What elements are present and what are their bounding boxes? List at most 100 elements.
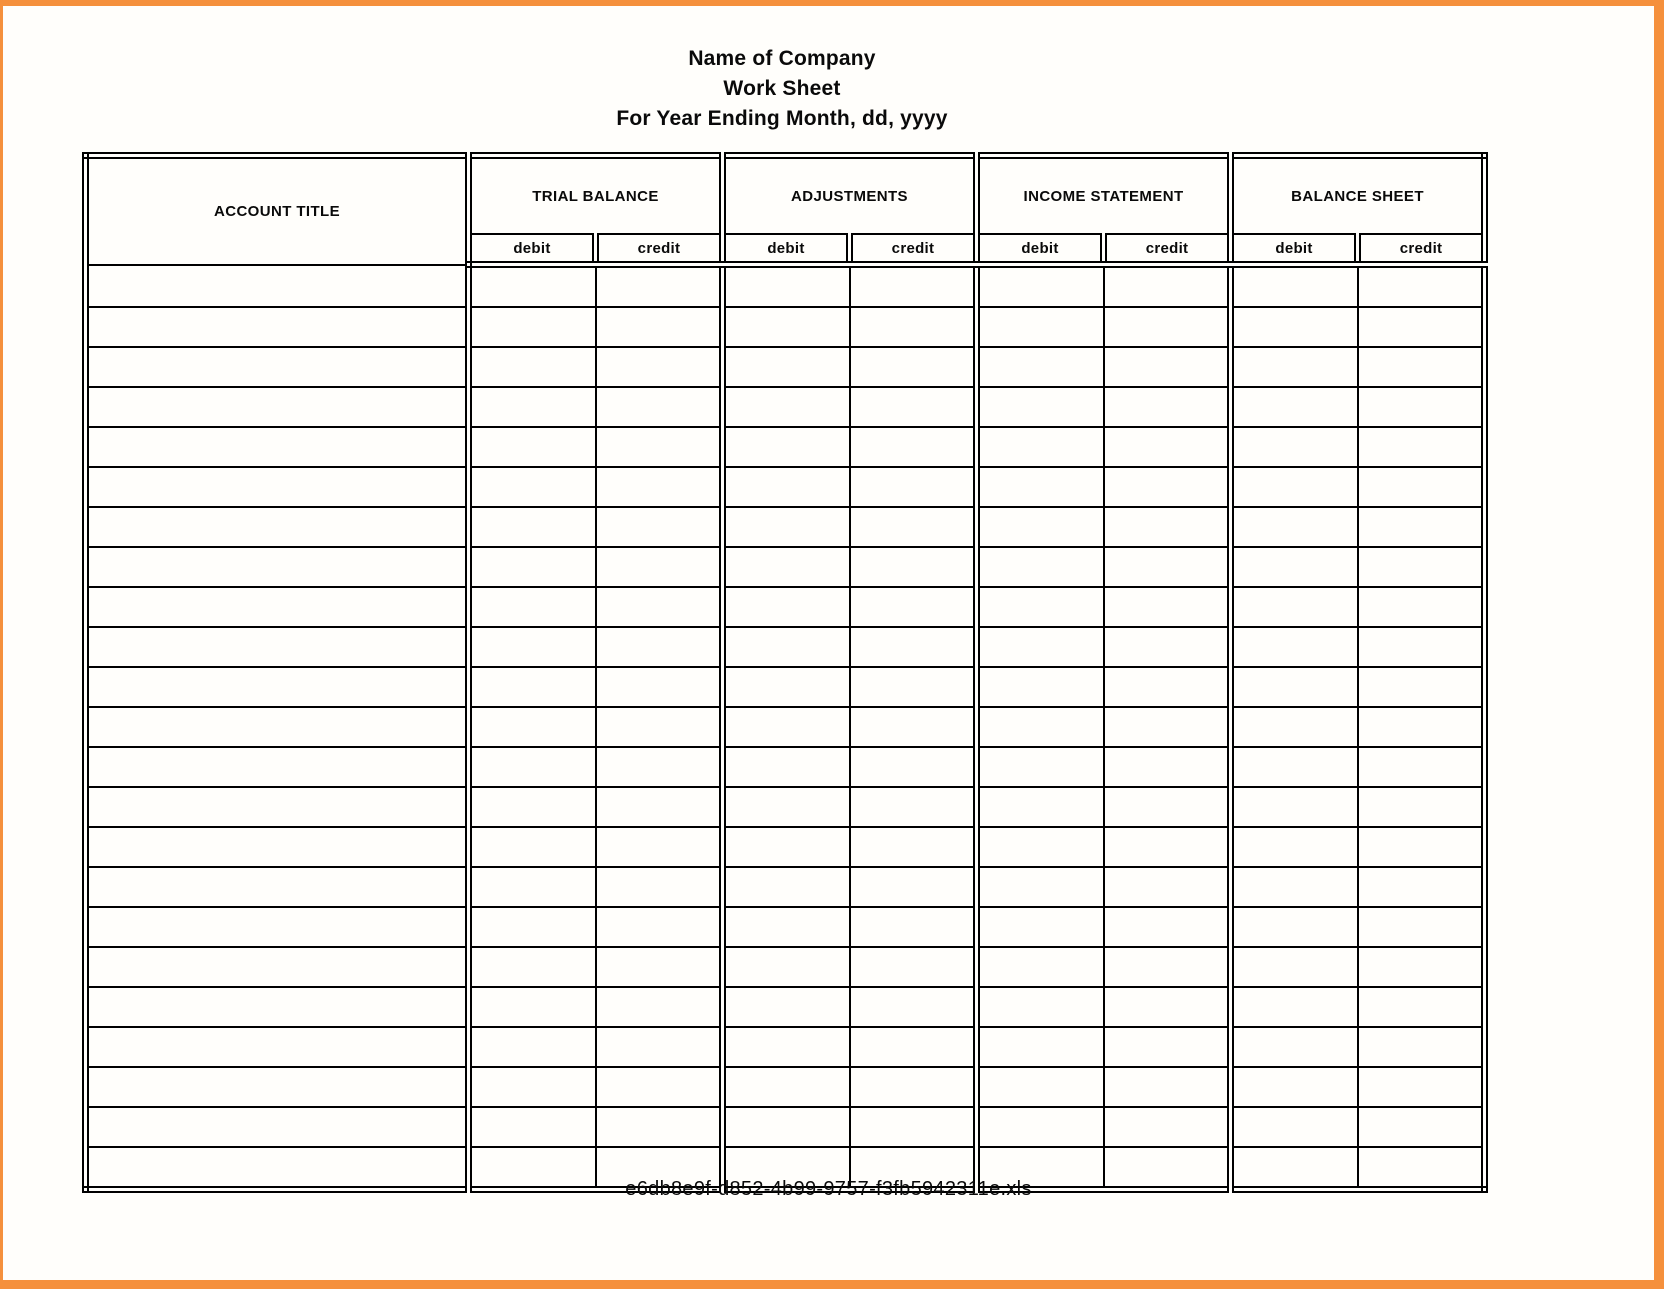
adjustments-debit-cell xyxy=(719,386,851,428)
income-statement-debit-cell xyxy=(973,586,1105,628)
table-row xyxy=(84,1106,1486,1148)
table-row xyxy=(84,986,1486,1028)
income-statement-credit-cell xyxy=(1102,263,1232,308)
adjustments-debit-cell xyxy=(719,1146,851,1191)
balance-sheet-debit-cell xyxy=(1227,306,1359,348)
trial-balance-debit-cell xyxy=(465,306,597,348)
trial-balance-debit-cell xyxy=(465,426,597,468)
adjustments-credit-cell xyxy=(848,746,978,788)
table-row xyxy=(84,786,1486,828)
income-statement-credit-cell xyxy=(1102,986,1232,1028)
income-statement-credit-cell xyxy=(1102,866,1232,908)
income-statement-credit-cell xyxy=(1102,946,1232,988)
balance-sheet-debit-cell xyxy=(1227,426,1359,468)
trial-balance-credit-cell xyxy=(594,386,724,428)
trial-balance-credit-cell xyxy=(594,626,724,668)
table-row xyxy=(84,506,1486,548)
income-statement-debit-cell xyxy=(973,506,1105,548)
section-header-trial-balance: TRIAL BALANCE xyxy=(465,154,724,235)
balance-sheet-debit-cell xyxy=(1227,906,1359,948)
trial-balance-debit-cell xyxy=(465,946,597,988)
balance-sheet-debit-cell xyxy=(1227,1146,1359,1191)
table-row xyxy=(84,386,1486,428)
title-block: Name of Company Work Sheet For Year Endi… xyxy=(82,44,1482,134)
adjustments-debit-cell xyxy=(719,263,851,308)
adjustments-debit-cell xyxy=(719,746,851,788)
trial-balance-debit-cell xyxy=(465,346,597,388)
balance-sheet-credit-cell xyxy=(1356,986,1486,1028)
adjustments-credit-cell xyxy=(848,466,978,508)
trial-balance-debit-cell xyxy=(465,386,597,428)
adjustments-credit-cell xyxy=(848,263,978,308)
balance-sheet-credit-cell xyxy=(1356,1066,1486,1108)
account-title-cell xyxy=(84,546,470,588)
balance-sheet-debit-cell xyxy=(1227,1066,1359,1108)
adjustments-credit-cell xyxy=(848,586,978,628)
subheader-adjustments-credit: credit xyxy=(845,233,978,268)
trial-balance-credit-cell xyxy=(594,346,724,388)
adjustments-credit-cell xyxy=(848,346,978,388)
income-statement-debit-cell xyxy=(973,306,1105,348)
income-statement-debit-cell xyxy=(973,1066,1105,1108)
trial-balance-debit-cell xyxy=(465,906,597,948)
account-title-cell xyxy=(84,1026,470,1068)
balance-sheet-credit-cell xyxy=(1356,626,1486,668)
balance-sheet-debit-cell xyxy=(1227,546,1359,588)
adjustments-credit-cell xyxy=(848,786,978,828)
account-title-cell xyxy=(84,1106,470,1148)
balance-sheet-debit-cell xyxy=(1227,666,1359,708)
trial-balance-credit-cell xyxy=(594,706,724,748)
account-title-cell xyxy=(84,786,470,828)
account-title-cell xyxy=(84,826,470,868)
trial-balance-credit-cell xyxy=(594,1146,724,1191)
income-statement-credit-cell xyxy=(1102,1146,1232,1191)
table-row xyxy=(84,906,1486,948)
income-statement-debit-cell xyxy=(973,826,1105,868)
adjustments-credit-cell xyxy=(848,1106,978,1148)
adjustments-debit-cell xyxy=(719,1066,851,1108)
balance-sheet-debit-cell xyxy=(1227,706,1359,748)
balance-sheet-credit-cell xyxy=(1356,426,1486,468)
account-title-cell xyxy=(84,466,470,508)
trial-balance-credit-cell xyxy=(594,546,724,588)
income-statement-debit-cell xyxy=(973,426,1105,468)
adjustments-debit-cell xyxy=(719,1106,851,1148)
balance-sheet-debit-cell xyxy=(1227,826,1359,868)
trial-balance-credit-cell xyxy=(594,826,724,868)
adjustments-debit-cell xyxy=(719,666,851,708)
table-row xyxy=(84,586,1486,628)
trial-balance-debit-cell xyxy=(465,866,597,908)
income-statement-debit-cell xyxy=(973,786,1105,828)
account-title-cell xyxy=(84,263,470,308)
income-statement-credit-cell xyxy=(1102,1026,1232,1068)
table-row xyxy=(84,546,1486,588)
balance-sheet-credit-cell xyxy=(1356,263,1486,308)
trial-balance-credit-cell xyxy=(594,586,724,628)
table-row xyxy=(84,1066,1486,1108)
subheader-balance-sheet-credit: credit xyxy=(1354,233,1486,268)
section-header-balance-sheet: BALANCE SHEET xyxy=(1227,154,1486,235)
subheader-trial-balance-debit: debit xyxy=(465,233,597,268)
worksheet-body xyxy=(84,263,1486,1191)
adjustments-debit-cell xyxy=(719,906,851,948)
trial-balance-credit-cell xyxy=(594,866,724,908)
income-statement-credit-cell xyxy=(1102,746,1232,788)
income-statement-credit-cell xyxy=(1102,1066,1232,1108)
trial-balance-credit-cell xyxy=(594,906,724,948)
income-statement-debit-cell xyxy=(973,746,1105,788)
account-title-cell xyxy=(84,426,470,468)
account-title-cell xyxy=(84,346,470,388)
income-statement-credit-cell xyxy=(1102,506,1232,548)
income-statement-debit-cell xyxy=(973,386,1105,428)
balance-sheet-credit-cell xyxy=(1356,1026,1486,1068)
table-row xyxy=(84,1146,1486,1191)
balance-sheet-credit-cell xyxy=(1356,706,1486,748)
table-row xyxy=(84,626,1486,668)
subheader-balance-sheet-debit: debit xyxy=(1227,233,1359,268)
trial-balance-debit-cell xyxy=(465,746,597,788)
adjustments-credit-cell xyxy=(848,1066,978,1108)
account-title-cell xyxy=(84,706,470,748)
adjustments-debit-cell xyxy=(719,346,851,388)
adjustments-debit-cell xyxy=(719,546,851,588)
